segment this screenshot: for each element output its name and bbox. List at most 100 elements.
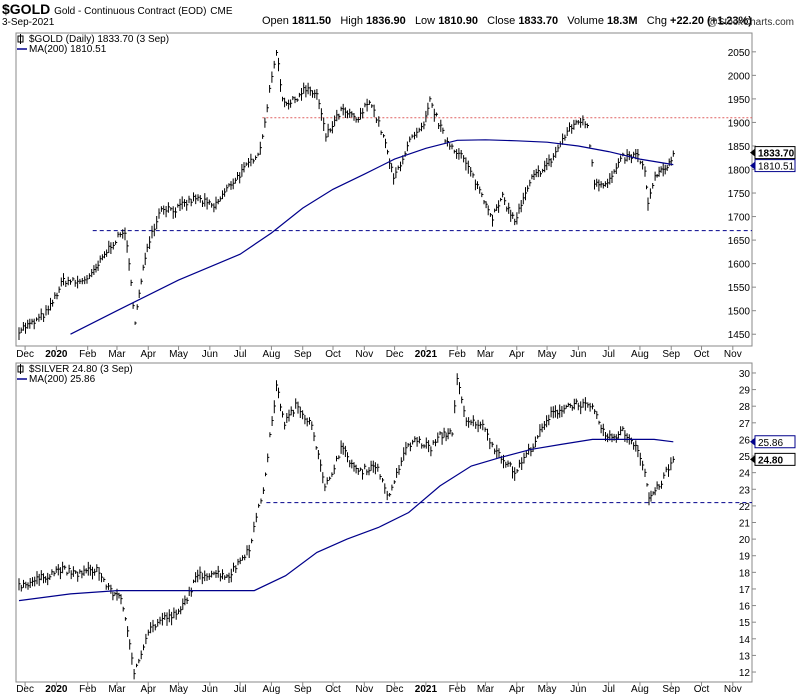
x-tick-label: Jul	[234, 349, 247, 360]
watermark: @StockCharts.com	[707, 17, 794, 28]
x-tick-label: Oct	[694, 349, 710, 360]
x-tick-label: Mar	[108, 684, 126, 695]
exchange: CME	[210, 6, 233, 17]
x-tick-label: Dec	[386, 349, 404, 360]
x-tick-label: Aug	[631, 349, 649, 360]
high-label: High	[340, 15, 363, 27]
last-price-tag-pointer	[750, 455, 755, 464]
open-label: Open	[262, 15, 289, 27]
y-tick-label: 26	[739, 435, 751, 446]
x-tick-label: Feb	[449, 349, 467, 360]
legend-label: $SILVER 24.80 (3 Sep)	[29, 364, 133, 375]
y-tick-label: 25	[739, 452, 751, 463]
chart-header: $GOLD Gold - Continuous Contract (EOD) C…	[0, 0, 800, 32]
price-bars	[18, 373, 675, 680]
x-tick-label: 2021	[415, 349, 438, 360]
x-tick-label: May	[169, 349, 188, 360]
volume-value: 18.3M	[607, 15, 638, 27]
symbol-description: Gold - Continuous Contract (EOD)	[54, 6, 207, 17]
x-tick-label: Aug	[263, 349, 281, 360]
x-tick-label: Nov	[355, 349, 373, 360]
y-tick-label: 16	[739, 602, 751, 613]
x-tick-label: Aug	[263, 684, 281, 695]
x-tick-label: Apr	[509, 349, 525, 360]
y-tick-label: 1850	[728, 142, 751, 153]
legend-label: MA(200) 1810.51	[29, 44, 107, 55]
x-tick-label: Oct	[325, 349, 341, 360]
x-tick-label: Oct	[694, 684, 710, 695]
y-tick-label: 20	[739, 535, 751, 546]
ma-value-tag-label: 25.86	[758, 438, 783, 449]
x-tick-label: Jul	[602, 684, 615, 695]
x-tick-label: Dec	[386, 684, 404, 695]
y-tick-label: 1500	[728, 307, 751, 318]
ma-value-tag-label: 1810.51	[758, 162, 795, 173]
x-tick-label: Apr	[140, 684, 156, 695]
y-tick-label: 23	[739, 485, 751, 496]
x-tick-label: Nov	[724, 684, 742, 695]
y-tick-label: 1900	[728, 118, 751, 129]
plot-frame	[15, 362, 753, 683]
chg-value: +22.20 (+1.23%)	[670, 15, 752, 27]
x-tick-label: Dec	[16, 684, 34, 695]
x-tick-label: Nov	[724, 349, 742, 360]
x-tick-label: 2020	[45, 349, 68, 360]
x-tick-label: 2020	[45, 684, 68, 695]
y-tick-label: 1700	[728, 213, 751, 224]
x-tick-label: Oct	[325, 684, 341, 695]
x-tick-label: Sep	[662, 684, 680, 695]
x-tick-label: May	[538, 349, 557, 360]
x-tick-label: Feb	[79, 684, 97, 695]
x-tick-label: Jul	[234, 684, 247, 695]
x-tick-label: Jun	[202, 349, 218, 360]
last-price-tag-pointer	[750, 148, 755, 157]
y-tick-label: 1950	[728, 95, 751, 106]
x-tick-label: 2021	[415, 684, 438, 695]
x-tick-label: Jun	[202, 684, 218, 695]
x-tick-label: Dec	[16, 349, 34, 360]
x-tick-label: Apr	[140, 349, 156, 360]
close-value: 1833.70	[518, 15, 559, 27]
x-tick-label: Mar	[108, 349, 126, 360]
y-tick-label: 12	[739, 668, 751, 679]
x-tick-label: Mar	[477, 349, 495, 360]
ma-200-line	[70, 139, 674, 335]
y-tick-label: 1600	[728, 260, 751, 271]
low-value: 1810.90	[438, 15, 478, 27]
y-tick-label: 14	[739, 635, 751, 646]
x-tick-label: Sep	[662, 349, 680, 360]
y-tick-label: 19	[739, 552, 751, 563]
y-tick-label: 1550	[728, 283, 751, 294]
plot-frame	[15, 32, 753, 347]
y-tick-label: 2050	[728, 48, 751, 59]
y-tick-label: 17	[739, 585, 751, 596]
y-tick-label: 30	[739, 369, 751, 380]
chg-label: Chg	[646, 15, 667, 27]
y-tick-label: 22	[739, 502, 751, 513]
x-tick-label: Jun	[570, 684, 586, 695]
open-value: 1811.50	[291, 15, 332, 27]
x-tick-label: Nov	[355, 684, 373, 695]
low-label: Low	[414, 15, 436, 27]
last-price-tag-label: 1833.70	[758, 149, 795, 160]
legend-label: MA(200) 25.86	[29, 374, 96, 385]
ma-value-tag-pointer	[750, 161, 755, 170]
y-tick-label: 27	[739, 419, 751, 430]
legend-label: $GOLD (Daily) 1833.70 (3 Sep)	[29, 34, 169, 45]
y-tick-label: 2000	[728, 71, 751, 82]
last-price-tag-label: 24.80	[758, 455, 783, 466]
y-tick-label: 1800	[728, 165, 751, 176]
x-tick-label: Mar	[477, 684, 495, 695]
x-tick-label: Apr	[509, 684, 525, 695]
y-tick-label: 1750	[728, 189, 751, 200]
x-tick-label: Feb	[449, 684, 467, 695]
ma-200-line	[18, 438, 674, 602]
y-tick-label: 1450	[728, 330, 751, 341]
symbol-title: $GOLD Gold - Continuous Contract (EOD) C…	[2, 1, 233, 17]
close-label: Close	[487, 15, 516, 27]
x-tick-label: Jul	[602, 349, 615, 360]
y-tick-label: 15	[739, 618, 751, 629]
x-tick-label: Sep	[294, 684, 312, 695]
high-value: 1836.90	[366, 15, 406, 27]
